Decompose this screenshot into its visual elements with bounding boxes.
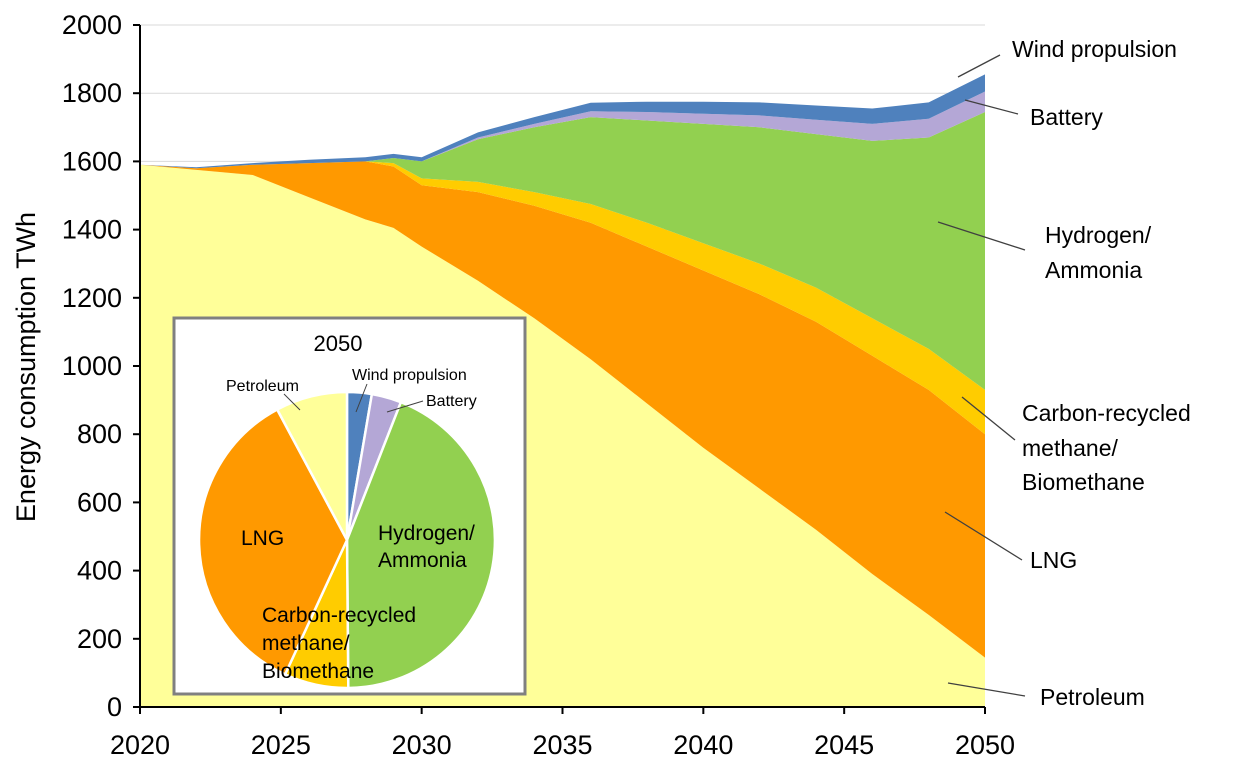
area-carbon-recycled-methane-biomethane <box>140 161 985 435</box>
y-tick-label-1000: 1000 <box>62 351 122 381</box>
pie-label-wind: Wind propulsion <box>352 367 467 384</box>
callout-line-wind <box>957 54 1001 78</box>
pie-slice-petroleum <box>275 390 349 541</box>
x-tick-label-2025: 2025 <box>251 730 311 760</box>
x-tick-label-2050: 2050 <box>955 730 1015 760</box>
y-tick-label-2000: 2000 <box>62 10 122 40</box>
callout-line-lng <box>944 511 1023 561</box>
x-tick-label-2030: 2030 <box>392 730 452 760</box>
y-tick-label-0: 0 <box>107 692 122 722</box>
area-callouts: Wind propulsion Battery Hydrogen/ Ammoni… <box>937 36 1191 710</box>
callout-line-methane <box>961 396 1016 441</box>
pie-leader-petroleum <box>283 393 301 411</box>
y-tick-label-1200: 1200 <box>62 283 122 313</box>
axes <box>133 24 986 714</box>
callout-hydrogen-line1: Hydrogen/ <box>1045 222 1152 248</box>
pie-label-methane-line2: methane/ <box>262 632 350 655</box>
y-tick-label-1600: 1600 <box>62 146 122 176</box>
area-battery <box>140 91 985 169</box>
x-tick-label-2040: 2040 <box>673 730 733 760</box>
y-tick-labels: 0 200 400 600 800 1000 1200 1400 1600 1800 2000 <box>62 10 122 722</box>
pie-label-methane-line3: Biomethane <box>262 660 374 683</box>
callout-methane-line1: Carbon-recycled <box>1022 400 1191 426</box>
y-tick-label-800: 800 <box>77 419 122 449</box>
x-tick-label-2035: 2035 <box>532 730 592 760</box>
y-tick-label-600: 600 <box>77 487 122 517</box>
callout-methane-line2: methane/ <box>1022 435 1119 461</box>
pie-inset: 2050 Petroleum Wind propulsion Battery H… <box>172 316 527 696</box>
y-tick-label-1800: 1800 <box>62 78 122 108</box>
callout-lng: LNG <box>1030 547 1077 573</box>
pie-leader-wind <box>355 383 368 413</box>
pie-leader-battery <box>386 400 424 413</box>
y-tick-label-200: 200 <box>77 624 122 654</box>
pie-label-lng: LNG <box>241 527 284 550</box>
pie-title: 2050 <box>314 331 363 356</box>
y-tick-label-1400: 1400 <box>62 215 122 245</box>
pie-label-hydrogen-line1: Hydrogen/ <box>378 522 475 545</box>
pie-label-petroleum: Petroleum <box>226 378 299 395</box>
callout-wind-propulsion: Wind propulsion <box>1012 36 1177 62</box>
callout-line-battery <box>964 99 1019 115</box>
pie-label-hydrogen-line2: Ammonia <box>378 549 467 572</box>
callout-battery: Battery <box>1030 104 1103 130</box>
callout-petroleum: Petroleum <box>1040 684 1145 710</box>
callout-methane-line3: Biomethane <box>1022 469 1145 495</box>
callout-line-petroleum <box>947 682 1026 697</box>
area-lng <box>140 161 985 658</box>
y-tick-label-400: 400 <box>77 556 122 586</box>
pie-chart <box>197 390 497 690</box>
callout-hydrogen-line2: Ammonia <box>1045 257 1142 283</box>
area-hydrogen-ammonia <box>140 112 985 390</box>
y-axis-label: Energy consumption TWh <box>11 212 41 522</box>
pie-label-methane-line1: Carbon-recycled <box>262 604 416 627</box>
pie-slice-lng <box>197 407 349 677</box>
callout-line-hydrogen <box>937 221 1026 251</box>
pie-label-battery: Battery <box>426 393 477 410</box>
x-tick-label-2045: 2045 <box>814 730 874 760</box>
x-tick-label-2020: 2020 <box>110 730 170 760</box>
x-tick-labels: 2020 2025 2030 2035 2040 2045 2050 <box>110 730 1015 760</box>
pie-slice-hydrogen-ammonia <box>345 400 497 690</box>
